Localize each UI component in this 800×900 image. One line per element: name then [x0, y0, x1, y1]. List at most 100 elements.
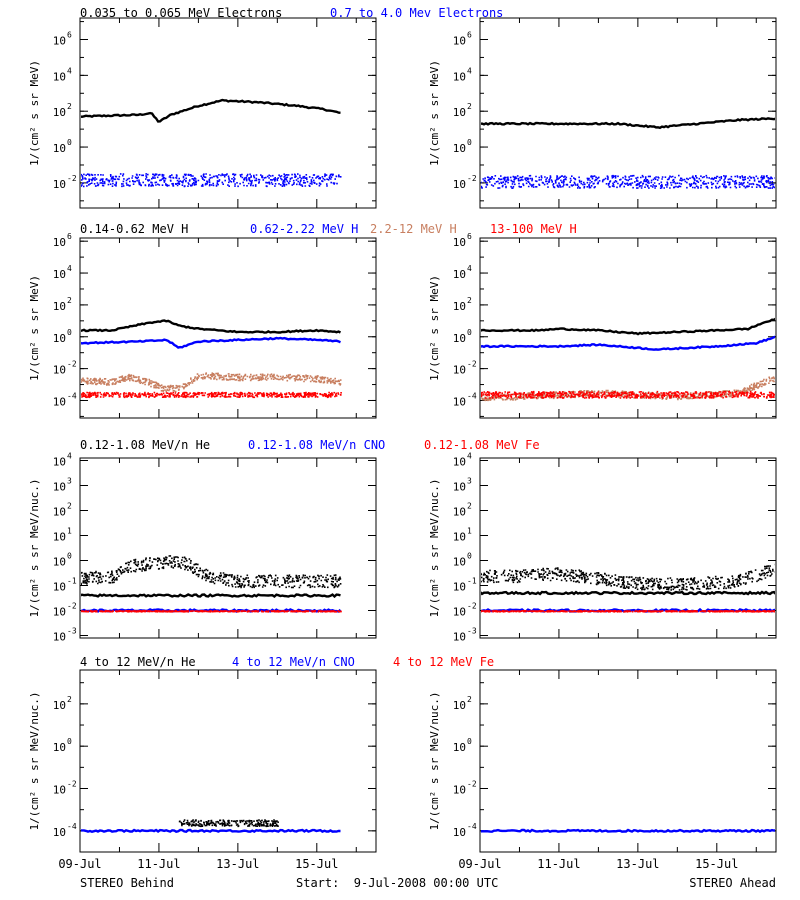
y-tick-exponent: 0	[67, 552, 72, 561]
series-points	[81, 555, 342, 589]
legend-label: 0.12-1.08 MeV/n CNO	[248, 438, 385, 452]
series-line	[81, 98, 341, 123]
y-tick-exponent: 2	[67, 695, 72, 704]
series-group	[81, 98, 342, 188]
plot-frame	[479, 237, 777, 419]
series-points	[81, 610, 342, 613]
plot-frame	[79, 237, 377, 419]
y-tick-label: 10	[53, 395, 66, 408]
y-tick-label: 10	[53, 70, 66, 83]
series-points	[81, 372, 342, 393]
y-tick-label: 10	[453, 332, 466, 345]
series-group	[481, 117, 775, 189]
y-tick-exponent: 1	[467, 527, 472, 536]
y-tick-exponent: 4	[467, 66, 472, 75]
y-tick-label: 10	[53, 699, 66, 712]
legend-label: 0.14-0.62 MeV H	[80, 222, 188, 236]
y-tick-label: 10	[53, 35, 66, 48]
legend-label: 4 to 12 MeV Fe	[393, 655, 494, 669]
y-tick-label: 10	[453, 70, 466, 83]
x-tick-label: 09-Jul	[58, 857, 101, 871]
series-line	[481, 828, 775, 834]
y-tick-label: 10	[453, 364, 466, 377]
y-tick-label: 10	[53, 106, 66, 119]
y-tick-exponent: 4	[467, 452, 472, 461]
y-axis-label: 1/(cm² s sr MeV)	[28, 60, 41, 166]
x-tick-label: 13-Jul	[616, 857, 659, 871]
y-tick-label: 10	[453, 456, 466, 469]
y-tick-exponent: 2	[467, 296, 472, 305]
y-tick-exponent: -2	[67, 780, 77, 789]
y-tick-exponent: 6	[67, 31, 72, 40]
series-points	[481, 563, 775, 591]
y-axis-label: 1/(cm² s sr MeV)	[428, 275, 441, 381]
y-tick-label: 10	[53, 300, 66, 313]
y-tick-label: 10	[453, 178, 466, 191]
y-tick-exponent: 0	[67, 138, 72, 147]
y-tick-label: 10	[453, 236, 466, 249]
y-axis-label: 1/(cm² s sr MeV/nuc.)	[428, 478, 441, 617]
y-tick-label: 10	[53, 236, 66, 249]
y-axis-label: 1/(cm² s sr MeV)	[428, 60, 441, 166]
legend-label: 4 to 12 MeV/n He	[80, 655, 196, 669]
legend-label: 0.7 to 4.0 Mev Electrons	[330, 6, 503, 20]
y-tick-label: 10	[53, 784, 66, 797]
y-tick-label: 10	[453, 395, 466, 408]
y-axis-label: 1/(cm² s sr MeV/nuc.)	[428, 691, 441, 830]
y-tick-label: 10	[453, 481, 466, 494]
y-tick-exponent: -3	[67, 627, 77, 636]
series-points	[481, 610, 775, 613]
y-tick-label: 10	[453, 784, 466, 797]
series-group	[81, 555, 342, 614]
y-tick-exponent: 3	[467, 477, 472, 486]
y-tick-exponent: 2	[67, 102, 72, 111]
y-tick-exponent: 1	[67, 527, 72, 536]
y-tick-label: 10	[53, 364, 66, 377]
series-line	[481, 317, 775, 336]
series-group	[81, 319, 342, 399]
series-group	[481, 317, 775, 402]
x-tick-label: 13-Jul	[216, 857, 259, 871]
series-line	[81, 336, 341, 349]
x-tick-label: 09-Jul	[458, 857, 501, 871]
y-tick-label: 10	[453, 699, 466, 712]
y-tick-exponent: -1	[67, 577, 77, 586]
y-tick-exponent: 4	[67, 452, 72, 461]
y-tick-exponent: 2	[467, 695, 472, 704]
x-tick-label: 15-Jul	[695, 857, 738, 871]
y-tick-exponent: -2	[467, 602, 477, 611]
y-tick-exponent: 2	[67, 296, 72, 305]
plot-frame	[79, 669, 377, 853]
y-tick-label: 10	[453, 741, 466, 754]
y-tick-exponent: -4	[467, 822, 477, 831]
y-tick-label: 10	[53, 268, 66, 281]
y-tick-exponent: -4	[67, 391, 77, 400]
plot-frame	[79, 457, 377, 639]
legend-label: 0.12-1.08 MeV/n He	[80, 438, 210, 452]
y-tick-exponent: 0	[467, 138, 472, 147]
series-points	[178, 819, 279, 828]
legend-label: 13-100 MeV H	[490, 222, 577, 236]
y-tick-label: 10	[453, 106, 466, 119]
y-tick-exponent: -4	[467, 391, 477, 400]
y-tick-label: 10	[53, 332, 66, 345]
y-tick-label: 10	[453, 142, 466, 155]
y-tick-exponent: 2	[67, 502, 72, 511]
legend-label: 0.12-1.08 MeV Fe	[424, 438, 540, 452]
series-points	[481, 174, 775, 189]
y-tick-label: 10	[453, 581, 466, 594]
plot-frame	[479, 669, 777, 853]
series-group	[81, 819, 341, 834]
y-tick-exponent: -2	[67, 174, 77, 183]
series-line	[81, 319, 342, 334]
y-tick-exponent: 0	[467, 737, 472, 746]
y-tick-exponent: 4	[467, 264, 472, 273]
y-tick-label: 10	[53, 531, 66, 544]
